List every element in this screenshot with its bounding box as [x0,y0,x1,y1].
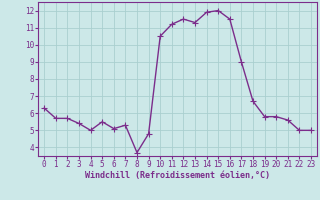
X-axis label: Windchill (Refroidissement éolien,°C): Windchill (Refroidissement éolien,°C) [85,171,270,180]
